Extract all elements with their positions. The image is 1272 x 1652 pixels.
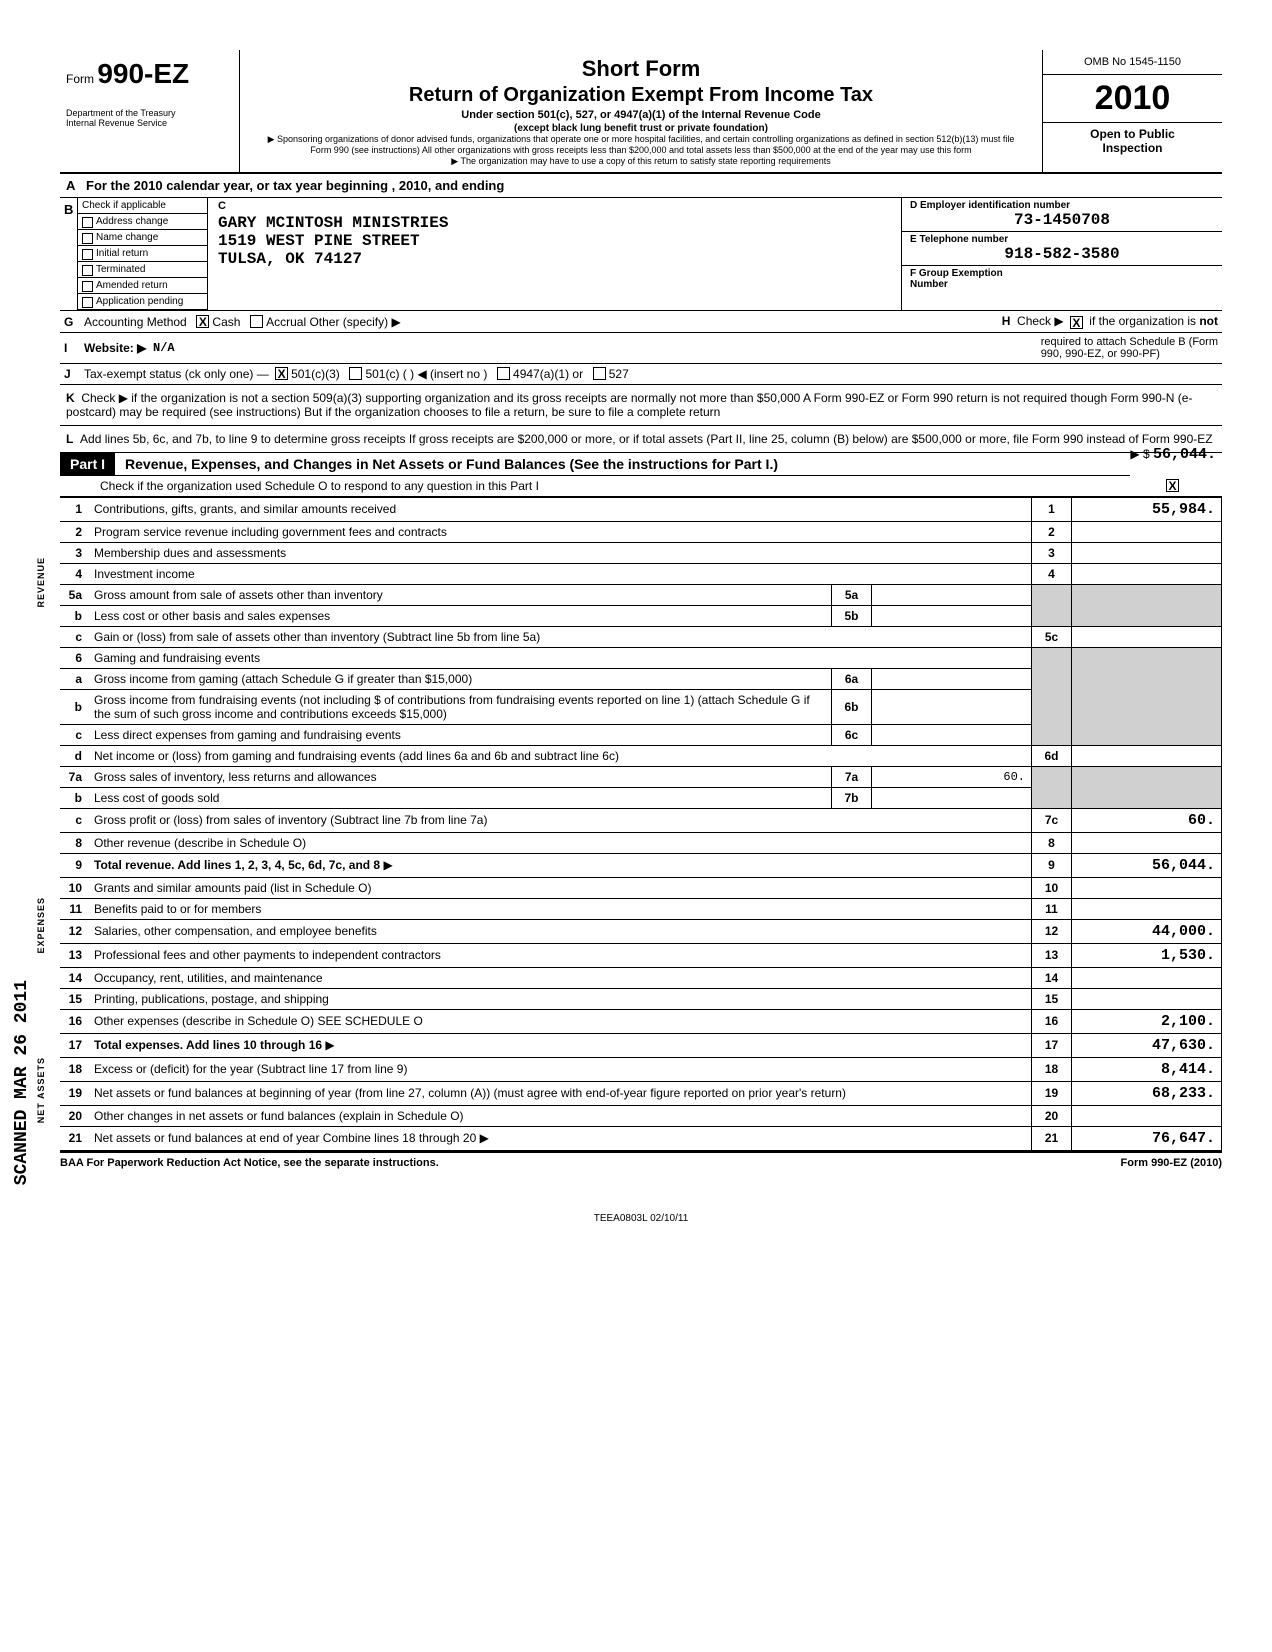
- org-street: 1519 WEST PINE STREET: [218, 232, 891, 250]
- f-label: F Group Exemption Number: [910, 268, 1214, 290]
- form-number: Form 990-EZ: [66, 58, 233, 90]
- scanned-stamp: SCANNED MAR 26 2011: [12, 980, 32, 1185]
- l-amount: 56,044.: [1153, 446, 1216, 463]
- line-14: 14Occupancy, rent, utilities, and mainte…: [60, 967, 1222, 988]
- title-small: Under section 501(c), 527, or 4947(a)(1)…: [260, 109, 1022, 121]
- line-17: 17Total expenses. Add lines 10 through 1…: [60, 1033, 1222, 1057]
- line-7b: bLess cost of goods sold7b: [60, 787, 1222, 808]
- footer-code: TEEA0803L 02/10/11: [60, 1213, 1222, 1224]
- line-6b: bGross income from fundraising events (n…: [60, 689, 1222, 724]
- line-8: 8Other revenue (describe in Schedule O)8: [60, 832, 1222, 853]
- line-6d: dNet income or (loss) from gaming and fu…: [60, 745, 1222, 766]
- line-3: 3Membership dues and assessments3: [60, 542, 1222, 563]
- omb: OMB No 1545-1150: [1043, 50, 1222, 75]
- line-2: 2Program service revenue including gover…: [60, 521, 1222, 542]
- baa-notice: BAA For Paperwork Reduction Act Notice, …: [60, 1157, 439, 1169]
- line-10: 10Grants and similar amounts paid (list …: [60, 877, 1222, 898]
- cb-527[interactable]: [593, 367, 606, 380]
- title-tiny1: ▶ Sponsoring organizations of donor advi…: [260, 134, 1022, 156]
- title-main: Short Form: [260, 56, 1022, 82]
- row-g: G Accounting Method X Cash Accrual Other…: [60, 311, 1222, 332]
- cb-terminated[interactable]: Terminated: [78, 262, 207, 278]
- form-990ez: Form 990-EZ Department of the Treasury I…: [60, 50, 1222, 1224]
- part1-header: Part I Revenue, Expenses, and Changes in…: [60, 453, 1130, 476]
- lines-table: 1Contributions, gifts, grants, and simil…: [60, 497, 1222, 1151]
- checkboxes-column: Check if applicable Address change Name …: [78, 198, 208, 310]
- form-ref: Form 990-EZ (2010): [1121, 1157, 1222, 1169]
- line-20: 20Other changes in net assets or fund ba…: [60, 1105, 1222, 1126]
- cb-no-schedb[interactable]: X: [1070, 316, 1083, 329]
- tax-year: 2010: [1043, 75, 1222, 122]
- phone: 918-582-3580: [910, 245, 1214, 263]
- row-i: I Website: ▶ N/A required to attach Sche…: [60, 333, 1222, 364]
- ein: 73-1450708: [910, 211, 1214, 229]
- entity-block: B Check if applicable Address change Nam…: [60, 198, 1222, 311]
- line-5b: bLess cost or other basis and sales expe…: [60, 605, 1222, 626]
- section-a: A For the 2010 calendar year, or tax yea…: [60, 174, 1222, 198]
- bottom-row: BAA For Paperwork Reduction Act Notice, …: [60, 1151, 1222, 1173]
- cb-cash[interactable]: X: [196, 315, 209, 328]
- org-name: GARY MCINTOSH MINISTRIES: [218, 214, 891, 232]
- line-9: 9Total revenue. Add lines 1, 2, 3, 4, 5c…: [60, 853, 1222, 877]
- line-1: 1Contributions, gifts, grants, and simil…: [60, 497, 1222, 521]
- line-4: 4Investment income4: [60, 563, 1222, 584]
- e-label: E Telephone number: [910, 234, 1214, 245]
- right-info: D Employer identification number 73-1450…: [902, 198, 1222, 310]
- website: N/A: [153, 341, 175, 355]
- d-label: D Employer identification number: [910, 200, 1214, 211]
- cb-address[interactable]: Address change: [78, 214, 207, 230]
- cb-4947[interactable]: [497, 367, 510, 380]
- cb-501c3[interactable]: X: [275, 367, 288, 380]
- line-7c: cGross profit or (loss) from sales of in…: [60, 808, 1222, 832]
- row-l: L Add lines 5b, 6c, and 7b, to line 9 to…: [60, 426, 1222, 453]
- cb-pending[interactable]: Application pending: [78, 294, 207, 310]
- open-public: Open to Public Inspection: [1043, 122, 1222, 159]
- row-j: J Tax-exempt status (ck only one) — X501…: [60, 364, 1222, 385]
- line-21: 21Net assets or fund balances at end of …: [60, 1126, 1222, 1150]
- line-13: 13Professional fees and other payments t…: [60, 943, 1222, 967]
- h-cont: required to attach Schedule B (Form990, …: [1041, 336, 1218, 360]
- title-tiny2: ▶ The organization may have to use a cop…: [260, 156, 1022, 167]
- cb-initial[interactable]: Initial return: [78, 246, 207, 262]
- line-19: 19Net assets or fund balances at beginni…: [60, 1081, 1222, 1105]
- line-5c: cGain or (loss) from sale of assets othe…: [60, 626, 1222, 647]
- cb-501c[interactable]: [349, 367, 362, 380]
- cb-name[interactable]: Name change: [78, 230, 207, 246]
- cb-amended[interactable]: Amended return: [78, 278, 207, 294]
- line-16: 16Other expenses (describe in Schedule O…: [60, 1009, 1222, 1033]
- row-k: K Check ▶ if the organization is not a s…: [60, 385, 1222, 426]
- part1-sub: Check if the organization used Schedule …: [60, 476, 1222, 497]
- title-sub: Return of Organization Exempt From Incom…: [260, 84, 1022, 107]
- side-revenue: REVENUE: [36, 557, 46, 608]
- line-12: 12Salaries, other compensation, and empl…: [60, 919, 1222, 943]
- org-city: TULSA, OK 74127: [218, 250, 891, 268]
- h-text: if the organization is not: [1089, 314, 1218, 328]
- line-6c: cLess direct expenses from gaming and fu…: [60, 724, 1222, 745]
- cb-schedule-o[interactable]: X: [1166, 479, 1179, 492]
- title-except: (except black lung benefit trust or priv…: [260, 123, 1022, 134]
- side-expenses: EXPENSES: [36, 897, 46, 954]
- dept: Department of the Treasury Internal Reve…: [66, 108, 233, 128]
- form-header: Form 990-EZ Department of the Treasury I…: [60, 50, 1222, 174]
- line-7a: 7aGross sales of inventory, less returns…: [60, 766, 1222, 787]
- side-netassets: NET ASSETS: [36, 1057, 46, 1123]
- line-15: 15Printing, publications, postage, and s…: [60, 988, 1222, 1009]
- cb-accrual[interactable]: [250, 315, 263, 328]
- line-18: 18Excess or (deficit) for the year (Subt…: [60, 1057, 1222, 1081]
- line-6a: aGross income from gaming (attach Schedu…: [60, 668, 1222, 689]
- line-5a: 5aGross amount from sale of assets other…: [60, 584, 1222, 605]
- entity-info: C GARY MCINTOSH MINISTRIES 1519 WEST PIN…: [208, 198, 902, 310]
- line-6: 6Gaming and fundraising events: [60, 647, 1222, 668]
- line-11: 11Benefits paid to or for members11: [60, 898, 1222, 919]
